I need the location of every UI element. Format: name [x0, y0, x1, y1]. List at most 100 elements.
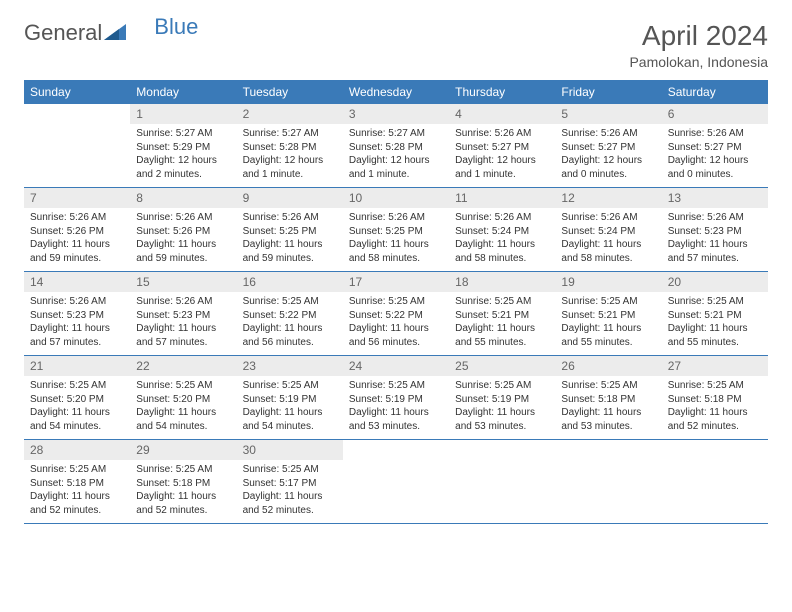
- sunrise-text: Sunrise: 5:25 AM: [243, 463, 337, 477]
- sunrise-text: Sunrise: 5:26 AM: [30, 211, 124, 225]
- weekday-header: Saturday: [662, 80, 768, 104]
- day-cell: 1Sunrise: 5:27 AMSunset: 5:29 PMDaylight…: [130, 104, 236, 187]
- sunrise-text: Sunrise: 5:26 AM: [243, 211, 337, 225]
- day-number: 25: [449, 356, 555, 376]
- sunrise-text: Sunrise: 5:27 AM: [349, 127, 443, 141]
- sunset-text: Sunset: 5:21 PM: [561, 309, 655, 323]
- week-row: 14Sunrise: 5:26 AMSunset: 5:23 PMDayligh…: [24, 272, 768, 356]
- sunrise-text: Sunrise: 5:25 AM: [136, 463, 230, 477]
- sunset-text: Sunset: 5:25 PM: [243, 225, 337, 239]
- daylight-text: Daylight: 11 hours and 53 minutes.: [349, 406, 443, 433]
- weeks-container: 1Sunrise: 5:27 AMSunset: 5:29 PMDaylight…: [24, 104, 768, 524]
- day-details: Sunrise: 5:26 AMSunset: 5:25 PMDaylight:…: [237, 211, 343, 265]
- day-number: 6: [662, 104, 768, 124]
- day-number: 21: [24, 356, 130, 376]
- daylight-text: Daylight: 11 hours and 58 minutes.: [561, 238, 655, 265]
- day-details: Sunrise: 5:26 AMSunset: 5:27 PMDaylight:…: [555, 127, 661, 181]
- sunrise-text: Sunrise: 5:25 AM: [455, 379, 549, 393]
- sunset-text: Sunset: 5:18 PM: [561, 393, 655, 407]
- day-cell: 15 Sunrise: 5:26 AMSunset: 5:23 PMDayligh…: [130, 272, 236, 355]
- sunset-text: Sunset: 5:28 PM: [243, 141, 337, 155]
- day-number: 3: [343, 104, 449, 124]
- sunset-text: Sunset: 5:20 PM: [30, 393, 124, 407]
- day-cell: 17Sunrise: 5:25 AMSunset: 5:22 PMDayligh…: [343, 272, 449, 355]
- day-cell: 12Sunrise: 5:26 AMSunset: 5:24 PMDayligh…: [555, 188, 661, 271]
- logo-triangle-icon: [104, 20, 126, 46]
- daylight-text: Daylight: 11 hours and 56 minutes.: [349, 322, 443, 349]
- day-cell: 16Sunrise: 5:25 AMSunset: 5:22 PMDayligh…: [237, 272, 343, 355]
- weekday-header: Thursday: [449, 80, 555, 104]
- sunset-text: Sunset: 5:22 PM: [243, 309, 337, 323]
- sunset-text: Sunset: 5:27 PM: [561, 141, 655, 155]
- sunset-text: Sunset: 5:28 PM: [349, 141, 443, 155]
- day-details: Sunrise: 5:26 AMSunset: 5:23 PMDaylight:…: [130, 295, 236, 349]
- daylight-text: Daylight: 11 hours and 53 minutes.: [455, 406, 549, 433]
- day-details: Sunrise: 5:26 AMSunset: 5:27 PMDaylight:…: [662, 127, 768, 181]
- weekday-header: Monday: [130, 80, 236, 104]
- daylight-text: Daylight: 12 hours and 1 minute.: [243, 154, 337, 181]
- day-details: Sunrise: 5:25 AMSunset: 5:18 PMDaylight:…: [130, 463, 236, 517]
- day-details: Sunrise: 5:27 AMSunset: 5:28 PMDaylight:…: [237, 127, 343, 181]
- daylight-text: Daylight: 11 hours and 59 minutes.: [30, 238, 124, 265]
- sunset-text: Sunset: 5:19 PM: [243, 393, 337, 407]
- daylight-text: Daylight: 11 hours and 58 minutes.: [349, 238, 443, 265]
- day-details: Sunrise: 5:26 AMSunset: 5:24 PMDaylight:…: [555, 211, 661, 265]
- sunrise-text: Sunrise: 5:26 AM: [668, 211, 762, 225]
- sunset-text: Sunset: 5:24 PM: [455, 225, 549, 239]
- day-cell: [24, 104, 130, 187]
- daylight-text: Daylight: 12 hours and 1 minute.: [349, 154, 443, 181]
- weekday-header: Wednesday: [343, 80, 449, 104]
- daylight-text: Daylight: 11 hours and 59 minutes.: [136, 238, 230, 265]
- sunrise-text: Sunrise: 5:26 AM: [349, 211, 443, 225]
- day-number: 15: [130, 272, 236, 292]
- day-cell: 21Sunrise: 5:25 AMSunset: 5:20 PMDayligh…: [24, 356, 130, 439]
- sunset-text: Sunset: 5:21 PM: [455, 309, 549, 323]
- calendar-page: General Blue April 2024 Pamolokan, Indon…: [0, 0, 792, 544]
- weekday-header: Tuesday: [237, 80, 343, 104]
- day-details: Sunrise: 5:26 AMSunset: 5:25 PMDaylight:…: [343, 211, 449, 265]
- logo-text-general: General: [24, 20, 102, 46]
- day-details: Sunrise: 5:25 AMSunset: 5:18 PMDaylight:…: [662, 379, 768, 433]
- day-number: 5: [555, 104, 661, 124]
- calendar-grid: Sunday Monday Tuesday Wednesday Thursday…: [24, 80, 768, 524]
- sunrise-text: Sunrise: 5:26 AM: [561, 211, 655, 225]
- day-number: 16: [237, 272, 343, 292]
- sunset-text: Sunset: 5:20 PM: [136, 393, 230, 407]
- day-details: Sunrise: 5:27 AMSunset: 5:28 PMDaylight:…: [343, 127, 449, 181]
- day-details: Sunrise: 5:25 AMSunset: 5:21 PMDaylight:…: [662, 295, 768, 349]
- day-cell: 3 Sunrise: 5:27 AMSunset: 5:28 PMDaylight…: [343, 104, 449, 187]
- day-number: 7: [24, 188, 130, 208]
- daylight-text: Daylight: 11 hours and 55 minutes.: [668, 322, 762, 349]
- sunset-text: Sunset: 5:17 PM: [243, 477, 337, 491]
- day-details: Sunrise: 5:25 AMSunset: 5:21 PMDaylight:…: [449, 295, 555, 349]
- day-cell: 8Sunrise: 5:26 AMSunset: 5:26 PMDaylight…: [130, 188, 236, 271]
- day-cell: 26Sunrise: 5:25 AMSunset: 5:18 PMDayligh…: [555, 356, 661, 439]
- day-number: 19: [555, 272, 661, 292]
- sunset-text: Sunset: 5:25 PM: [349, 225, 443, 239]
- day-cell: 20Sunrise: 5:25 AMSunset: 5:21 PMDayligh…: [662, 272, 768, 355]
- daylight-text: Daylight: 11 hours and 52 minutes.: [243, 490, 337, 517]
- day-cell: 4Sunrise: 5:26 AMSunset: 5:27 PMDaylight…: [449, 104, 555, 187]
- week-row: 21Sunrise: 5:25 AMSunset: 5:20 PMDayligh…: [24, 356, 768, 440]
- daylight-text: Daylight: 11 hours and 57 minutes.: [136, 322, 230, 349]
- day-number: 13: [662, 188, 768, 208]
- daylight-text: Daylight: 12 hours and 0 minutes.: [561, 154, 655, 181]
- sunrise-text: Sunrise: 5:25 AM: [668, 295, 762, 309]
- daylight-text: Daylight: 11 hours and 52 minutes.: [668, 406, 762, 433]
- day-number: 17: [343, 272, 449, 292]
- weekday-header-row: Sunday Monday Tuesday Wednesday Thursday…: [24, 80, 768, 104]
- day-details: Sunrise: 5:25 AMSunset: 5:19 PMDaylight:…: [237, 379, 343, 433]
- sunset-text: Sunset: 5:24 PM: [561, 225, 655, 239]
- sunrise-text: Sunrise: 5:25 AM: [243, 295, 337, 309]
- brand-logo: General Blue: [24, 20, 198, 46]
- day-number: 23: [237, 356, 343, 376]
- day-number: [343, 440, 449, 460]
- day-number: [555, 440, 661, 460]
- sunrise-text: Sunrise: 5:25 AM: [136, 379, 230, 393]
- day-number: 4: [449, 104, 555, 124]
- sunrise-text: Sunrise: 5:25 AM: [30, 463, 124, 477]
- day-cell: 29Sunrise: 5:25 AMSunset: 5:18 PMDayligh…: [130, 440, 236, 523]
- sunrise-text: Sunrise: 5:25 AM: [561, 295, 655, 309]
- day-details: Sunrise: 5:26 AMSunset: 5:26 PMDaylight:…: [24, 211, 130, 265]
- sunset-text: Sunset: 5:27 PM: [455, 141, 549, 155]
